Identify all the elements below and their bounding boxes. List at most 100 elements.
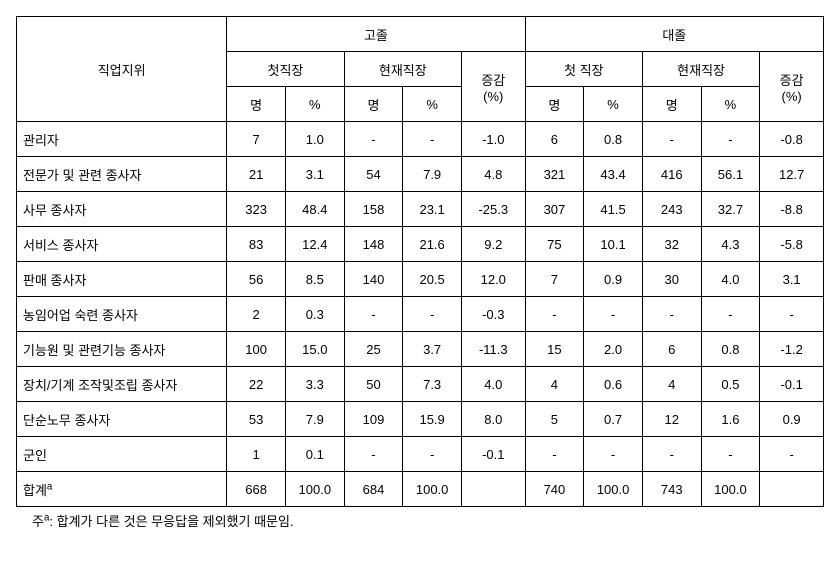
- cell-hs_fn: 1: [227, 437, 286, 472]
- row-label: 판매 종사자: [17, 262, 227, 297]
- cell-hs_fp: 15.0: [285, 332, 344, 367]
- header-count: 명: [227, 87, 286, 122]
- table-row: 전문가 및 관련 종사자213.1547.94.832143.441656.11…: [17, 157, 824, 192]
- row-label: 관리자: [17, 122, 227, 157]
- header-change-label: 증감: [780, 73, 804, 88]
- cell-co_cp: -: [701, 297, 760, 332]
- header-col-change: 증감 (%): [760, 52, 824, 122]
- cell-co_d: -0.1: [760, 367, 824, 402]
- cell-co_cp: 0.8: [701, 332, 760, 367]
- header-hs-change: 증감 (%): [461, 52, 525, 122]
- total-label-sup: a: [47, 481, 52, 492]
- cell-co_cp: 32.7: [701, 192, 760, 227]
- table-row: 관리자71.0---1.060.8---0.8: [17, 122, 824, 157]
- cell-hs_fp: 3.3: [285, 367, 344, 402]
- cell-co_cp: -: [701, 122, 760, 157]
- cell-hs_cp: 21.6: [403, 227, 462, 262]
- row-label-total: 합계a: [17, 472, 227, 507]
- cell-co_cn: 416: [642, 157, 701, 192]
- cell-co_cn: -: [642, 297, 701, 332]
- cell-hs_cn: 140: [344, 262, 403, 297]
- cell-hs_d: 9.2: [461, 227, 525, 262]
- cell-co_cn: -: [642, 437, 701, 472]
- header-hs-firstjob: 첫직장: [227, 52, 344, 87]
- cell-hs_cp: 23.1: [403, 192, 462, 227]
- cell-co_cp: 0.5: [701, 367, 760, 402]
- cell-co_fn: 740: [525, 472, 584, 507]
- cell-hs_fn: 323: [227, 192, 286, 227]
- cell-hs_fp: 12.4: [285, 227, 344, 262]
- cell-hs_cn: 158: [344, 192, 403, 227]
- cell-hs_cp: 15.9: [403, 402, 462, 437]
- header-count: 명: [344, 87, 403, 122]
- header-hs-currentjob: 현재직장: [344, 52, 461, 87]
- cell-hs_cn: 109: [344, 402, 403, 437]
- cell-co_fp: 0.7: [584, 402, 643, 437]
- cell-hs_cn: 54: [344, 157, 403, 192]
- footnote: 주a: 합계가 다른 것은 무응답을 제외했기 때문임.: [16, 511, 824, 530]
- cell-hs_fp: 100.0: [285, 472, 344, 507]
- cell-hs_fn: 668: [227, 472, 286, 507]
- cell-co_cp: -: [701, 437, 760, 472]
- cell-co_fp: 0.8: [584, 122, 643, 157]
- row-label: 서비스 종사자: [17, 227, 227, 262]
- cell-hs_cn: -: [344, 297, 403, 332]
- cell-co_fn: 15: [525, 332, 584, 367]
- cell-hs_d: -1.0: [461, 122, 525, 157]
- header-count: 명: [525, 87, 584, 122]
- cell-hs_d: 12.0: [461, 262, 525, 297]
- cell-co_fp: 2.0: [584, 332, 643, 367]
- cell-co_cn: 6: [642, 332, 701, 367]
- cell-hs_cp: -: [403, 122, 462, 157]
- cell-hs_fp: 8.5: [285, 262, 344, 297]
- cell-co_fp: 10.1: [584, 227, 643, 262]
- cell-hs_cp: 7.3: [403, 367, 462, 402]
- cell-co_d: -1.2: [760, 332, 824, 367]
- cell-co_fp: 100.0: [584, 472, 643, 507]
- header-percent: %: [403, 87, 462, 122]
- table-row: 군인10.1---0.1-----: [17, 437, 824, 472]
- occupation-table: 직업지위 고졸 대졸 첫직장 현재직장 증감 (%) 첫 직장 현재직장 증감 …: [16, 16, 824, 507]
- cell-hs_cn: -: [344, 437, 403, 472]
- header-col-currentjob: 현재직장: [642, 52, 759, 87]
- table-row: 사무 종사자32348.415823.1-25.330741.524332.7-…: [17, 192, 824, 227]
- cell-co_d: -: [760, 437, 824, 472]
- cell-hs_d: 4.8: [461, 157, 525, 192]
- row-label: 사무 종사자: [17, 192, 227, 227]
- table-row: 판매 종사자568.514020.512.070.9304.03.1: [17, 262, 824, 297]
- cell-co_cn: 743: [642, 472, 701, 507]
- table-row: 서비스 종사자8312.414821.69.27510.1324.3-5.8: [17, 227, 824, 262]
- cell-hs_fn: 22: [227, 367, 286, 402]
- cell-hs_fp: 7.9: [285, 402, 344, 437]
- cell-hs_d: -11.3: [461, 332, 525, 367]
- table-row: 장치/기계 조작및조립 종사자223.3507.34.040.640.5-0.1: [17, 367, 824, 402]
- cell-co_cn: 32: [642, 227, 701, 262]
- header-percent: %: [285, 87, 344, 122]
- cell-hs_d: [461, 472, 525, 507]
- table-row: 농임어업 숙련 종사자20.3---0.3-----: [17, 297, 824, 332]
- cell-co_d: -0.8: [760, 122, 824, 157]
- cell-hs_cn: 25: [344, 332, 403, 367]
- cell-co_fn: -: [525, 437, 584, 472]
- cell-co_d: -5.8: [760, 227, 824, 262]
- row-label: 장치/기계 조작및조립 종사자: [17, 367, 227, 402]
- cell-hs_fn: 21: [227, 157, 286, 192]
- total-label-text: 합계: [23, 483, 47, 498]
- cell-hs_fn: 2: [227, 297, 286, 332]
- cell-hs_cp: 20.5: [403, 262, 462, 297]
- cell-hs_cp: 3.7: [403, 332, 462, 367]
- cell-co_cp: 4.0: [701, 262, 760, 297]
- cell-hs_fp: 3.1: [285, 157, 344, 192]
- header-change-label: 증감: [481, 73, 505, 88]
- cell-hs_fp: 1.0: [285, 122, 344, 157]
- row-label: 전문가 및 관련 종사자: [17, 157, 227, 192]
- row-label: 단순노무 종사자: [17, 402, 227, 437]
- header-count: 명: [642, 87, 701, 122]
- cell-hs_d: 8.0: [461, 402, 525, 437]
- cell-co_d: [760, 472, 824, 507]
- cell-hs_d: -25.3: [461, 192, 525, 227]
- cell-co_fp: 41.5: [584, 192, 643, 227]
- cell-hs_fn: 56: [227, 262, 286, 297]
- cell-co_fn: 307: [525, 192, 584, 227]
- cell-co_fp: 0.9: [584, 262, 643, 297]
